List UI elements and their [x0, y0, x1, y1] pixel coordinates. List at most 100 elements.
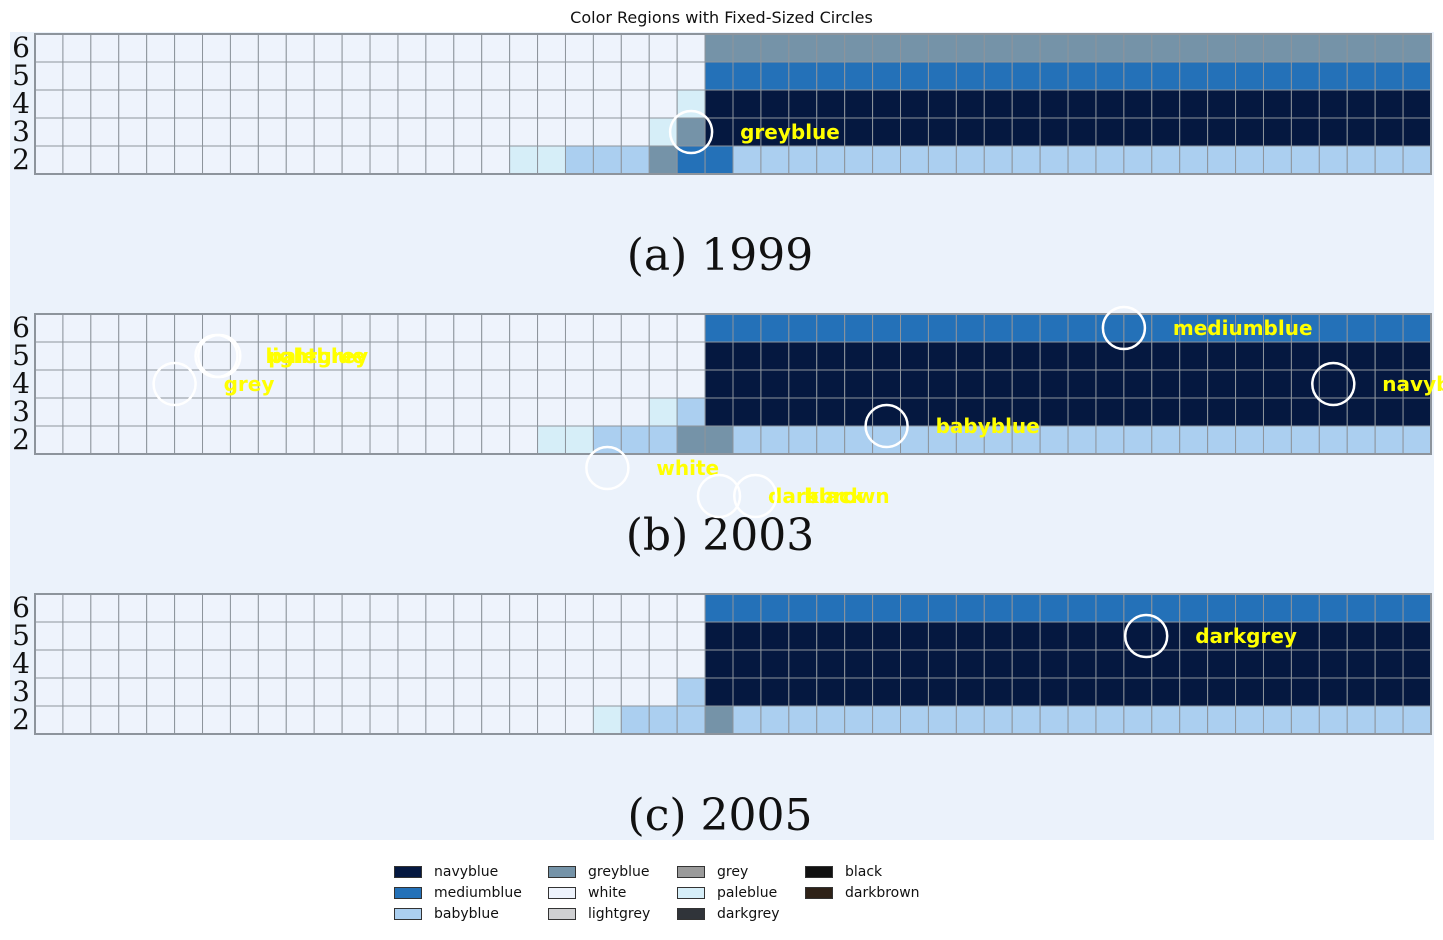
legend-label: navyblue	[434, 864, 499, 880]
heatmap-cell	[313, 677, 343, 707]
heatmap-cell	[90, 313, 120, 343]
heatmap-cell	[1235, 117, 1264, 147]
heatmap-cell	[676, 369, 706, 399]
heatmap-cell	[1151, 425, 1181, 455]
heatmap-cell	[1095, 61, 1125, 91]
heatmap-cell	[425, 677, 455, 707]
heatmap-cell	[509, 593, 539, 623]
heatmap-cell	[1235, 369, 1264, 399]
heatmap-cell	[592, 61, 622, 91]
heatmap-cell	[844, 397, 874, 427]
annotation-circle	[197, 333, 242, 379]
heatmap-cell	[229, 425, 259, 455]
heatmap-cell	[313, 117, 343, 147]
heatmap-cell	[453, 313, 483, 343]
heatmap-cell	[1318, 425, 1348, 455]
heatmap-cell	[1039, 117, 1069, 147]
heatmap-cell	[1346, 341, 1376, 371]
heatmap-cell	[564, 117, 594, 147]
heatmap-cell	[1207, 369, 1237, 399]
heatmap-cell	[313, 705, 343, 735]
legend-item: babyblue	[394, 906, 499, 922]
heatmap-cell	[564, 61, 594, 91]
row-label: 6	[12, 311, 30, 344]
heatmap-cell	[1123, 33, 1153, 63]
heatmap-cell	[229, 677, 259, 707]
heatmap-cell	[453, 61, 483, 91]
heatmap-cell	[537, 425, 566, 455]
heatmap-cell	[118, 61, 148, 91]
heatmap-cell	[704, 621, 734, 651]
heatmap-cell	[481, 89, 511, 119]
heatmap-cell	[369, 369, 399, 399]
heatmap-cell	[1179, 425, 1209, 455]
heatmap-cell	[1235, 33, 1264, 63]
heatmap-cell	[1235, 341, 1264, 371]
heatmap-cell	[174, 705, 204, 735]
heatmap-cell	[676, 425, 706, 455]
heatmap-cell	[146, 425, 176, 455]
heatmap-cell	[592, 89, 622, 119]
heatmap-cell	[118, 677, 148, 707]
heatmap-cell	[648, 677, 678, 707]
heatmap-cell	[564, 649, 594, 679]
heatmap-cell	[1207, 89, 1237, 119]
heatmap-cell	[118, 33, 148, 63]
heatmap-cell	[285, 425, 315, 455]
heatmap-cell	[313, 341, 343, 371]
heatmap-cell	[90, 677, 120, 707]
heatmap-cell	[955, 649, 985, 679]
heatmap-cell	[648, 593, 678, 623]
legend-swatch	[677, 866, 705, 878]
heatmap-cell	[1402, 313, 1432, 343]
legend: navyblue mediumblue babyblue greyblue white l…	[394, 864, 1094, 934]
heatmap-cell	[872, 341, 902, 371]
heatmap-cell	[90, 369, 120, 399]
heatmap-cell	[1179, 593, 1209, 623]
row-label: 4	[12, 647, 30, 680]
heatmap-cell	[983, 145, 1013, 175]
heatmap-cell	[844, 145, 874, 175]
heatmap-cell	[900, 61, 929, 91]
heatmap-cell	[1067, 397, 1097, 427]
heatmap-cell	[760, 117, 790, 147]
heatmap-cell	[1318, 705, 1348, 735]
heatmap-cell	[732, 33, 762, 63]
heatmap-cell	[453, 341, 483, 371]
heatmap-cell	[983, 593, 1013, 623]
heatmap-cell	[62, 313, 92, 343]
heatmap-cell	[537, 145, 566, 175]
heatmap-cell	[1262, 397, 1292, 427]
heatmap-cell	[704, 425, 734, 455]
heatmap-cell	[927, 369, 957, 399]
heatmap-cell	[202, 593, 231, 623]
annotation-label: grey	[224, 372, 275, 396]
heatmap-cell	[1346, 89, 1376, 119]
heatmap-cell	[1011, 677, 1041, 707]
heatmap-cell	[1011, 621, 1041, 651]
heatmap-cell	[592, 145, 622, 175]
heatmap-cell	[1402, 593, 1432, 623]
heatmap-cell	[1374, 397, 1404, 427]
heatmap-cell	[1123, 313, 1153, 343]
heatmap-cell	[1039, 341, 1069, 371]
heatmap-cell	[844, 649, 874, 679]
legend-label: black	[845, 864, 883, 880]
heatmap-cell	[844, 61, 874, 91]
heatmap-cell	[1039, 61, 1069, 91]
row-label: 5	[12, 339, 30, 372]
heatmap-cell	[816, 677, 846, 707]
heatmap-cell	[955, 397, 985, 427]
heatmap-cell	[1207, 145, 1237, 175]
heatmap-cell	[927, 33, 957, 63]
heatmap-cell	[453, 649, 483, 679]
legend-label: grey	[717, 864, 749, 880]
heatmap-cell	[341, 705, 371, 735]
heatmap-cell	[1346, 145, 1376, 175]
heatmap-cell	[760, 313, 790, 343]
heatmap-cell	[425, 89, 455, 119]
heatmap-cell	[1067, 89, 1097, 119]
heatmap-cell	[955, 593, 985, 623]
heatmap-cell	[285, 621, 315, 651]
